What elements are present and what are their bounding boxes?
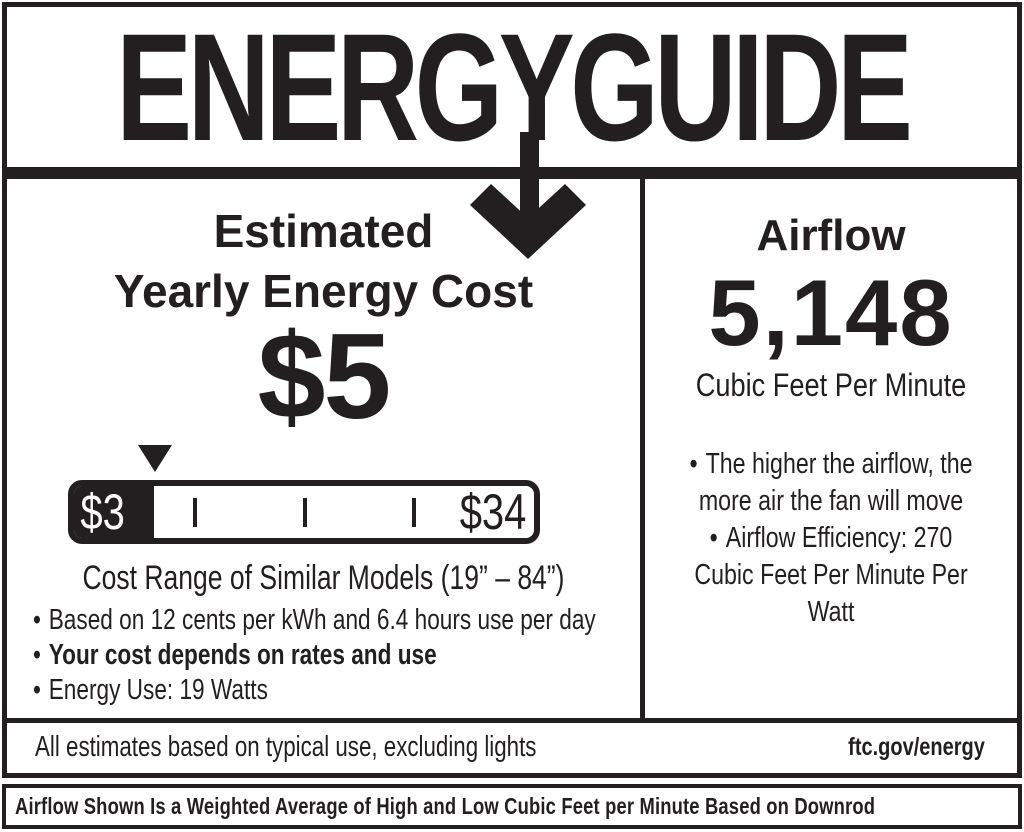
- list-item-text: Your cost depends on rates and use: [48, 639, 437, 671]
- bullet-icon: •: [33, 604, 41, 636]
- range-tick: [303, 498, 307, 527]
- label-header: ENERGYGUIDE: [7, 7, 1017, 179]
- ftc-url: ftc.gov/energy: [848, 733, 985, 761]
- cost-range-bar: $3 $34: [68, 480, 540, 544]
- list-item-text: Based on 12 cents per kWh and 6.4 hours …: [48, 604, 596, 636]
- down-arrow-icon: [470, 132, 586, 259]
- airflow-panel: Airflow 5,148 Cubic Feet Per Minute • The…: [645, 179, 1017, 718]
- airflow-notes-list: • The higher the airflow, the more air th…: [682, 446, 980, 631]
- bullet-icon: •: [709, 522, 718, 554]
- range-max-label: $34: [459, 484, 526, 540]
- estimated-cost-title-line2: Yearly Energy Cost: [113, 265, 534, 317]
- list-item-text: Energy Use: 19 Watts: [48, 674, 268, 706]
- list-item-text: The higher the airflow, the more air the…: [698, 448, 973, 517]
- cost-notes-list: • Based on 12 cents per kWh and 6.4 hours…: [33, 603, 596, 708]
- airflow-value: 5,148: [708, 260, 954, 365]
- list-item: • Based on 12 cents per kWh and 6.4 hours…: [33, 603, 596, 638]
- label-body: Estimated Yearly Energy Cost $5 $3 $34 C…: [7, 179, 1017, 718]
- estimated-cost-title: Estimated Yearly Energy Cost: [7, 201, 640, 321]
- bullet-icon: •: [689, 448, 698, 480]
- list-item-text: Airflow Efficiency: 270 Cubic Feet Per M…: [694, 522, 968, 628]
- airflow-title: Airflow: [756, 211, 906, 260]
- energyguide-logo: ENERGYGUIDE: [115, 1, 913, 173]
- range-tick: [193, 498, 197, 527]
- estimated-cost-value: $5: [257, 308, 392, 444]
- range-caption: Cost Range of Similar Models (19” – 84”): [82, 559, 565, 597]
- range-pointer-icon: [138, 445, 172, 472]
- list-item: • Airflow Efficiency: 270 Cubic Feet Per …: [682, 520, 980, 631]
- cost-range-bar-fill: $3: [74, 486, 154, 538]
- list-item: • Energy Use: 19 Watts: [33, 673, 596, 708]
- airflow-unit: Cubic Feet Per Minute: [695, 367, 967, 403]
- list-item: • The higher the airflow, the more air th…: [682, 446, 980, 520]
- energyguide-label: ENERGYGUIDE Estimated Yearly Energy Cost…: [2, 2, 1022, 778]
- list-item: • Your cost depends on rates and use: [33, 638, 596, 673]
- energy-cost-panel: Estimated Yearly Energy Cost $5 $3 $34 C…: [7, 179, 645, 718]
- estimated-cost-title-line1: Estimated: [213, 205, 434, 257]
- footer-note-text: Airflow Shown Is a Weighted Average of H…: [15, 793, 876, 819]
- bullet-icon: •: [33, 639, 41, 671]
- range-tick: [412, 498, 416, 527]
- estimates-note: All estimates based on typical use, excl…: [35, 731, 537, 763]
- footer-note: Airflow Shown Is a Weighted Average of H…: [2, 784, 1022, 829]
- range-min-label: $3: [80, 484, 125, 540]
- estimates-strip: All estimates based on typical use, excl…: [7, 718, 1017, 772]
- bullet-icon: •: [33, 674, 41, 706]
